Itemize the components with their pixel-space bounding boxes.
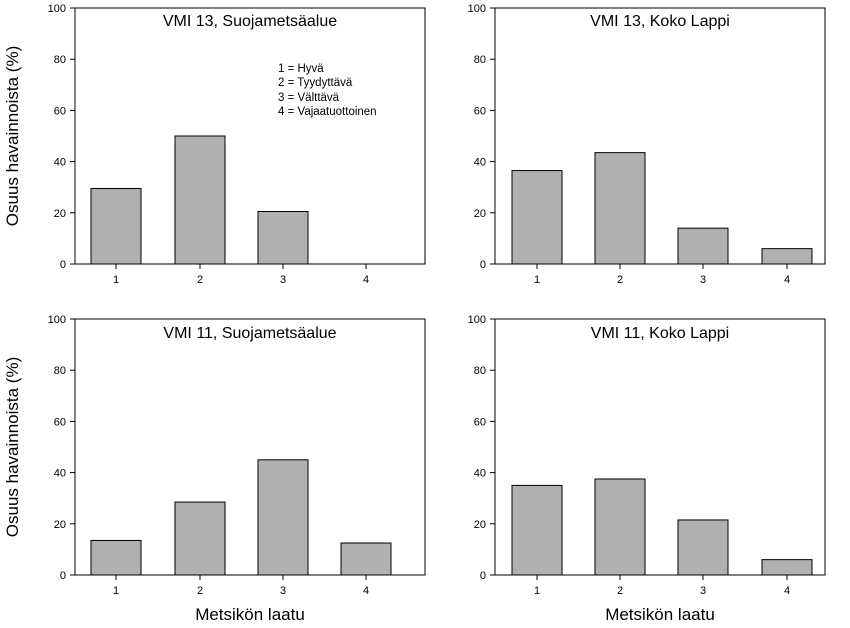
legend-entry-3: 3 = Välttävä [278, 92, 340, 104]
x-tick-label: 1 [113, 274, 119, 286]
bar-group [511, 152, 813, 265]
x-tick-label: 4 [363, 274, 369, 286]
y-axis-label-bottom: Osuus havainnoista (%) [3, 357, 22, 537]
y-tick-label: 100 [48, 3, 66, 15]
x-tick-label: 2 [197, 274, 203, 286]
y-tick-label: 60 [54, 105, 66, 117]
y-tick-label: 0 [480, 570, 486, 582]
bar-group [511, 478, 813, 576]
x-tick-label: 1 [534, 274, 540, 286]
panel-vmi11-koko-lappi: VMI 11, Koko Lappi 0 20 40 60 80 100 1 2 3 4 [468, 314, 826, 597]
x-tick-label: 2 [197, 585, 203, 597]
y-tick-label: 40 [54, 468, 66, 480]
y-tick-label: 80 [474, 365, 486, 377]
y-tick-label: 60 [474, 105, 486, 117]
x-tick-label: 1 [534, 585, 540, 597]
tick-group: 0 20 40 60 80 100 1 2 3 4 [468, 314, 790, 597]
x-tick-label: 4 [784, 274, 790, 286]
y-tick-label: 40 [54, 157, 66, 169]
tick-group: 0 20 40 60 80 100 1 2 3 4 [48, 3, 369, 286]
x-axis-label-left: Metsikön laatu [195, 605, 305, 624]
x-tick-label: 2 [617, 585, 623, 597]
y-tick-label: 0 [480, 259, 486, 271]
legend: 1 = Hyvä 2 = Tyydyttävä 3 = Välttävä 4 =… [278, 63, 377, 118]
panel-vmi13-suojametsa: VMI 13, Suojametsäalue 1 = Hyvä 2 = Tyyd… [48, 3, 426, 286]
y-axis-label-top: Osuus havainnoista (%) [3, 46, 22, 226]
bar-group [90, 459, 392, 576]
y-tick-label: 80 [474, 54, 486, 66]
plot-frame [74, 318, 426, 576]
tick-group: 0 20 40 60 80 100 1 2 3 4 [48, 314, 369, 597]
y-tick-label: 100 [468, 3, 486, 15]
tick-group: 0 20 40 60 80 100 1 2 3 4 [468, 3, 790, 286]
y-tick-label: 40 [474, 157, 486, 169]
x-tick-label: 3 [280, 585, 286, 597]
bar-category-3 [677, 227, 729, 265]
legend-entry-4: 4 = Vajaatuottoinen [278, 106, 377, 118]
bar-category-2 [174, 135, 226, 265]
y-tick-label: 60 [474, 416, 486, 428]
y-tick-label: 0 [60, 570, 66, 582]
y-tick-label: 80 [54, 54, 66, 66]
x-tick-label: 1 [113, 585, 119, 597]
y-tick-label: 20 [54, 208, 66, 220]
legend-entry-2: 2 = Tyydyttävä [278, 77, 353, 89]
y-tick-label: 100 [468, 314, 486, 326]
bar-category-4 [761, 559, 813, 576]
x-tick-label: 3 [700, 274, 706, 286]
x-tick-label: 3 [700, 585, 706, 597]
y-tick-label: 80 [54, 365, 66, 377]
bar-category-1 [90, 187, 142, 265]
plot-frame [494, 7, 826, 265]
y-tick-label: 100 [48, 314, 66, 326]
bar-category-1 [90, 539, 142, 576]
panel-vmi11-suojametsa: VMI 11, Suojametsäalue 0 20 40 60 80 100 1 2 3 4 [48, 314, 426, 597]
bar-category-4 [761, 248, 813, 265]
y-tick-label: 0 [60, 259, 66, 271]
x-axis-label-right: Metsikön laatu [605, 605, 715, 624]
panel-title: VMI 11, Koko Lappi [591, 325, 729, 342]
legend-entry-1: 1 = Hyvä [278, 63, 324, 75]
bar-category-3 [677, 519, 729, 576]
y-tick-label: 40 [474, 468, 486, 480]
bar-category-2 [174, 501, 226, 576]
y-tick-label: 20 [54, 519, 66, 531]
x-tick-label: 3 [280, 274, 286, 286]
x-tick-label: 4 [363, 585, 369, 597]
bar-category-3 [257, 459, 309, 576]
y-tick-label: 60 [54, 416, 66, 428]
x-tick-label: 2 [617, 274, 623, 286]
bar-category-2 [594, 152, 646, 265]
panel-title: VMI 11, Suojametsäalue [163, 325, 336, 342]
y-tick-label: 20 [474, 208, 486, 220]
bar-category-2 [594, 478, 646, 576]
y-tick-label: 20 [474, 519, 486, 531]
plot-frame [494, 318, 826, 576]
bar-category-4 [340, 542, 392, 576]
panel-vmi13-koko-lappi: VMI 13, Koko Lappi 0 20 40 60 80 100 1 2 3 4 [468, 3, 826, 286]
bar-category-1 [511, 484, 563, 576]
bar-category-3 [257, 211, 309, 265]
panel-title: VMI 13, Koko Lappi [590, 13, 730, 30]
bar-category-1 [511, 170, 563, 265]
x-tick-label: 4 [784, 585, 790, 597]
panel-title: VMI 13, Suojametsäalue [163, 13, 337, 30]
bar-group [90, 135, 309, 265]
plot-frame [74, 7, 426, 265]
